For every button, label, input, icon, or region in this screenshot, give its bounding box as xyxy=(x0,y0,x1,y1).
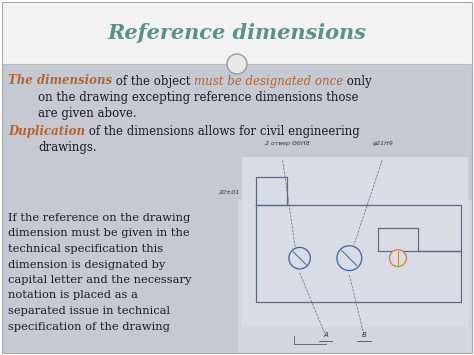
Text: of the dimensions allows for civil engineering: of the dimensions allows for civil engin… xyxy=(85,125,360,137)
Bar xyxy=(238,200,472,353)
Text: are given above.: are given above. xyxy=(38,106,137,120)
Text: on the drawing excepting reference dimensions those: on the drawing excepting reference dimen… xyxy=(38,91,358,104)
Text: must be designated once: must be designated once xyxy=(194,75,344,87)
Circle shape xyxy=(227,54,247,74)
Text: separated issue in technical: separated issue in technical xyxy=(8,306,170,316)
Text: specification of the drawing: specification of the drawing xyxy=(8,322,170,332)
Circle shape xyxy=(390,250,406,267)
Text: only: only xyxy=(344,75,372,87)
Text: φ21Н9: φ21Н9 xyxy=(373,141,394,146)
Text: of the object: of the object xyxy=(112,75,194,87)
Bar xyxy=(2,200,240,353)
Bar xyxy=(2,64,472,200)
Circle shape xyxy=(337,246,362,271)
Circle shape xyxy=(289,247,310,269)
Bar xyxy=(242,157,468,327)
Text: dimension must be given in the: dimension must be given in the xyxy=(8,229,190,239)
Text: 2 отвер Θ6Н8: 2 отвер Θ6Н8 xyxy=(264,141,309,146)
Text: If the reference on the drawing: If the reference on the drawing xyxy=(8,213,190,223)
Text: dimension is designated by: dimension is designated by xyxy=(8,260,165,269)
Text: drawings.: drawings. xyxy=(38,141,97,153)
Text: A: A xyxy=(323,332,328,338)
Text: B: B xyxy=(362,332,366,338)
Text: technical specification this: technical specification this xyxy=(8,244,163,254)
Text: The dimensions: The dimensions xyxy=(8,75,112,87)
Text: Duplication: Duplication xyxy=(8,125,85,137)
Text: Reference dimensions: Reference dimensions xyxy=(108,23,366,43)
Text: 20±01: 20±01 xyxy=(219,190,240,195)
Text: notation is placed as a: notation is placed as a xyxy=(8,290,138,300)
Bar xyxy=(2,2,472,64)
Text: capital letter and the necessary: capital letter and the necessary xyxy=(8,275,191,285)
